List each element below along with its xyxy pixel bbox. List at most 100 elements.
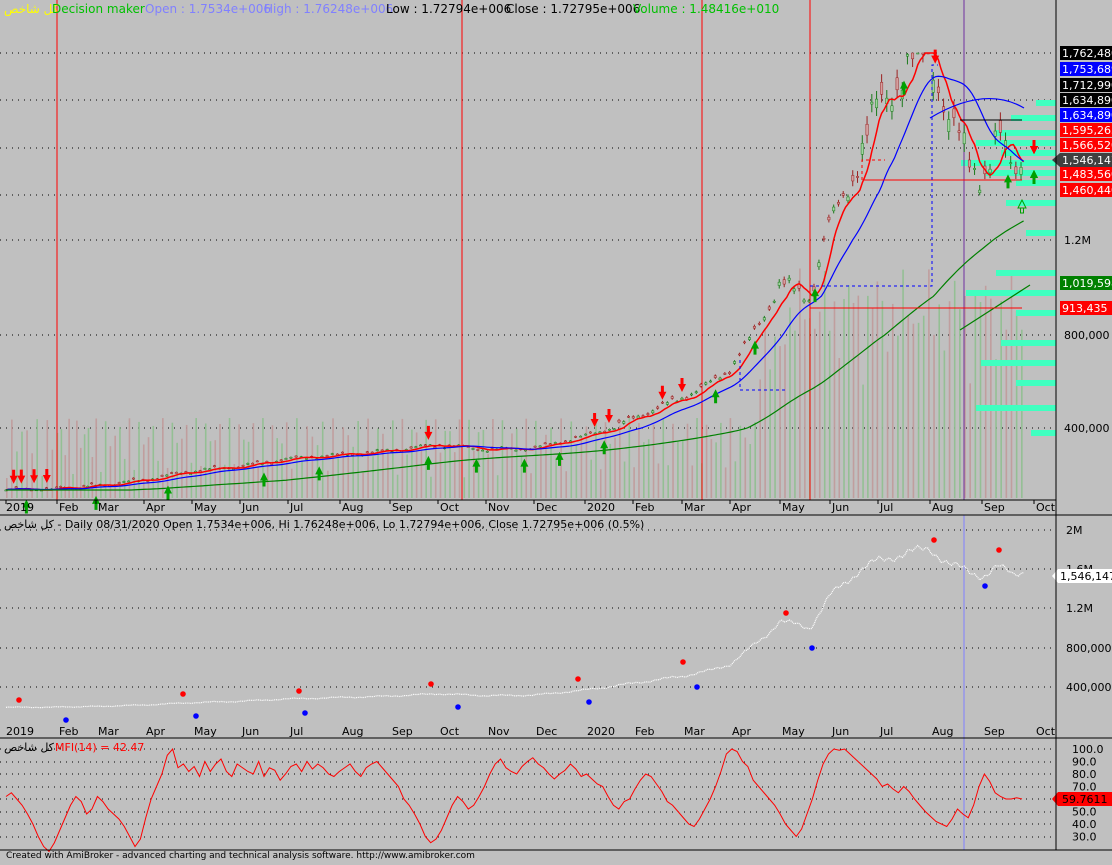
volume-bar [614, 437, 616, 498]
volume-bar [496, 475, 499, 498]
volume-bar [886, 351, 889, 498]
candle-body [548, 443, 552, 445]
price-pane [0, 0, 1056, 500]
y-tick-label: 800,000 [1064, 329, 1110, 342]
volume-bar [128, 418, 131, 498]
candle-body [588, 431, 592, 434]
candle-body [661, 401, 664, 404]
x-tick-label: May [782, 501, 805, 514]
x-tick-label: Apr [146, 725, 166, 738]
sell-arrow [17, 469, 26, 484]
volume-bar [545, 434, 547, 498]
x-tick-label: Oct [440, 725, 460, 738]
x-tick-label: Apr [146, 501, 166, 514]
volume-bar [444, 430, 447, 498]
volume-bar [647, 439, 650, 498]
volume-bar [166, 467, 169, 498]
volume-bar [847, 285, 850, 498]
volume-bar [922, 315, 925, 498]
volume-profile-bar [996, 270, 1056, 276]
y-tick-label: 70.0 [1072, 781, 1097, 794]
x-tick-label: Oct [1036, 725, 1056, 738]
volume-bar [891, 303, 894, 498]
candle-body [680, 397, 684, 400]
candle-body [880, 82, 884, 95]
price-label-bg [1060, 167, 1112, 181]
candle-body [553, 442, 557, 444]
volume-bar [633, 467, 635, 498]
volume-bar [72, 473, 74, 498]
candle-body [117, 482, 121, 484]
buy-arrow [600, 440, 609, 455]
x-tick-label: Mar [98, 501, 119, 514]
candle-body [962, 132, 966, 145]
volume-bar [392, 420, 394, 498]
volume-bar [468, 419, 470, 498]
volume-bar [87, 428, 90, 498]
candle-body [723, 373, 727, 375]
price-label-text: 1,460,440 [1062, 184, 1112, 197]
volume-bar [181, 438, 183, 498]
candle-body [208, 468, 212, 471]
price-label-text: 1,566,520 [1062, 139, 1112, 152]
price-label: 1,460,440 [1060, 183, 1112, 197]
buy-arrow [472, 458, 481, 473]
volume-bar [21, 431, 23, 498]
y-tick-label: 800,000 [1066, 642, 1112, 655]
volume-bar [686, 423, 689, 498]
price-label-text: 1,762,480 [1062, 47, 1112, 60]
volume-bar [857, 295, 860, 498]
volume-bar [195, 418, 197, 498]
volume-bar [917, 322, 920, 498]
x-tick-label: Jun [831, 501, 849, 514]
x-tick-label: Aug [932, 501, 953, 514]
trough-marker [694, 684, 700, 690]
volume-bar [439, 452, 442, 498]
candle-body [325, 455, 329, 457]
pane3-title-indicator: MFI(14) = 42.47 [55, 741, 144, 754]
buy-arrow [751, 340, 759, 355]
pane3-title-prefix: کل شاخص - [4, 741, 61, 754]
candle-body [841, 193, 845, 196]
volume-bar [828, 330, 831, 498]
candle-body [856, 176, 859, 178]
candle-body [14, 486, 18, 489]
candle-body [279, 459, 283, 462]
trough-marker [586, 699, 592, 705]
volume-bar [677, 440, 679, 498]
price-label: 1,566,520 [1060, 138, 1112, 152]
volume-bar [565, 471, 568, 498]
candle-body [998, 120, 1002, 133]
volume-bar [744, 437, 747, 498]
volume-bar [487, 453, 489, 498]
candle-body [860, 143, 864, 155]
x-tick-label: May [194, 501, 217, 514]
volume-bar [83, 434, 86, 498]
volume-profile-bar [1031, 430, 1056, 436]
volume-bar [434, 419, 437, 498]
y-tick-label: 40.0 [1072, 818, 1097, 831]
volume-bar [715, 442, 717, 498]
price-label-bg [1060, 78, 1112, 92]
buy-arrow [711, 389, 720, 404]
candle-body [738, 353, 741, 356]
candle-body [631, 416, 635, 419]
candle-body [127, 480, 131, 483]
header-symbol: کل شاخص [4, 2, 59, 17]
candle-body [911, 52, 915, 60]
candle-body [641, 415, 645, 417]
candle-body [993, 130, 997, 137]
volume-bar [979, 302, 982, 498]
volume-bar [739, 425, 742, 498]
buy-arrow [1004, 174, 1012, 189]
volume-bar [290, 468, 293, 498]
candle-body [612, 428, 616, 431]
candle-body [988, 168, 992, 174]
candle-body [365, 451, 369, 453]
candle-body [131, 477, 135, 480]
peak-marker [16, 697, 22, 703]
x-tick-label: May [194, 725, 217, 738]
volume-profile-bar [1001, 150, 1056, 156]
volume-bar [724, 467, 727, 498]
